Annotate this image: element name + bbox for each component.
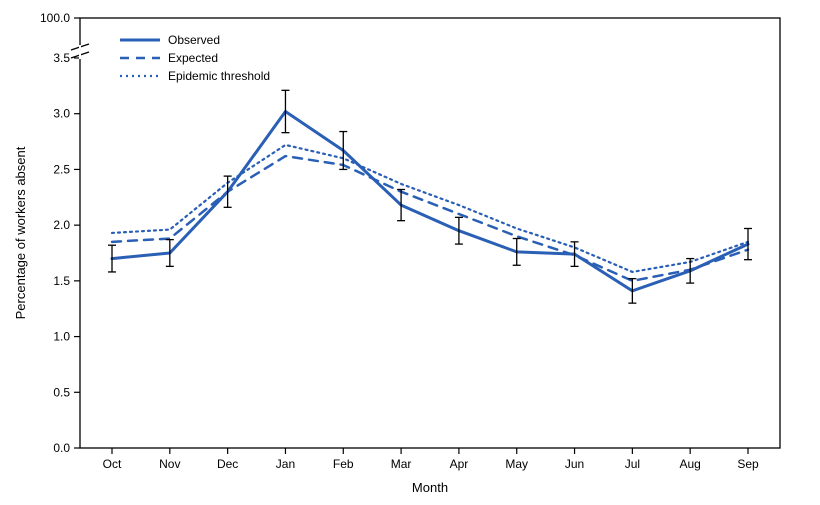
- svg-text:Jun: Jun: [565, 457, 584, 471]
- line-chart: 0.0 0.5 1.0 1.5 2.0 2.5 3.0 3.5 100.0 Percentage …: [0, 0, 820, 505]
- svg-text:Jan: Jan: [276, 457, 295, 471]
- svg-text:Mar: Mar: [391, 457, 412, 471]
- svg-text:Observed: Observed: [168, 33, 220, 47]
- svg-text:Nov: Nov: [159, 457, 180, 471]
- svg-text:1.5: 1.5: [53, 274, 70, 288]
- chart-container: 0.0 0.5 1.0 1.5 2.0 2.5 3.0 3.5 100.0 Percentage …: [0, 0, 820, 505]
- svg-text:Percentage of workers absent: Percentage of workers absent: [13, 146, 28, 319]
- svg-text:0.5: 0.5: [53, 385, 70, 399]
- svg-text:Apr: Apr: [450, 457, 469, 471]
- svg-text:Aug: Aug: [680, 457, 701, 471]
- svg-text:Expected: Expected: [168, 51, 218, 65]
- svg-text:Oct: Oct: [103, 457, 122, 471]
- svg-text:Sep: Sep: [737, 457, 759, 471]
- svg-text:Feb: Feb: [333, 457, 354, 471]
- svg-text:2.0: 2.0: [53, 218, 70, 232]
- svg-text:100.0: 100.0: [40, 11, 70, 25]
- svg-text:Month: Month: [412, 480, 448, 495]
- svg-text:May: May: [505, 457, 528, 471]
- svg-text:Jul: Jul: [625, 457, 640, 471]
- svg-text:2.5: 2.5: [53, 162, 70, 176]
- svg-text:Dec: Dec: [217, 457, 238, 471]
- svg-text:Epidemic threshold: Epidemic threshold: [168, 69, 270, 83]
- svg-text:3.5: 3.5: [53, 51, 70, 65]
- svg-text:3.0: 3.0: [53, 107, 70, 121]
- svg-text:1.0: 1.0: [53, 330, 70, 344]
- svg-text:0.0: 0.0: [53, 441, 70, 455]
